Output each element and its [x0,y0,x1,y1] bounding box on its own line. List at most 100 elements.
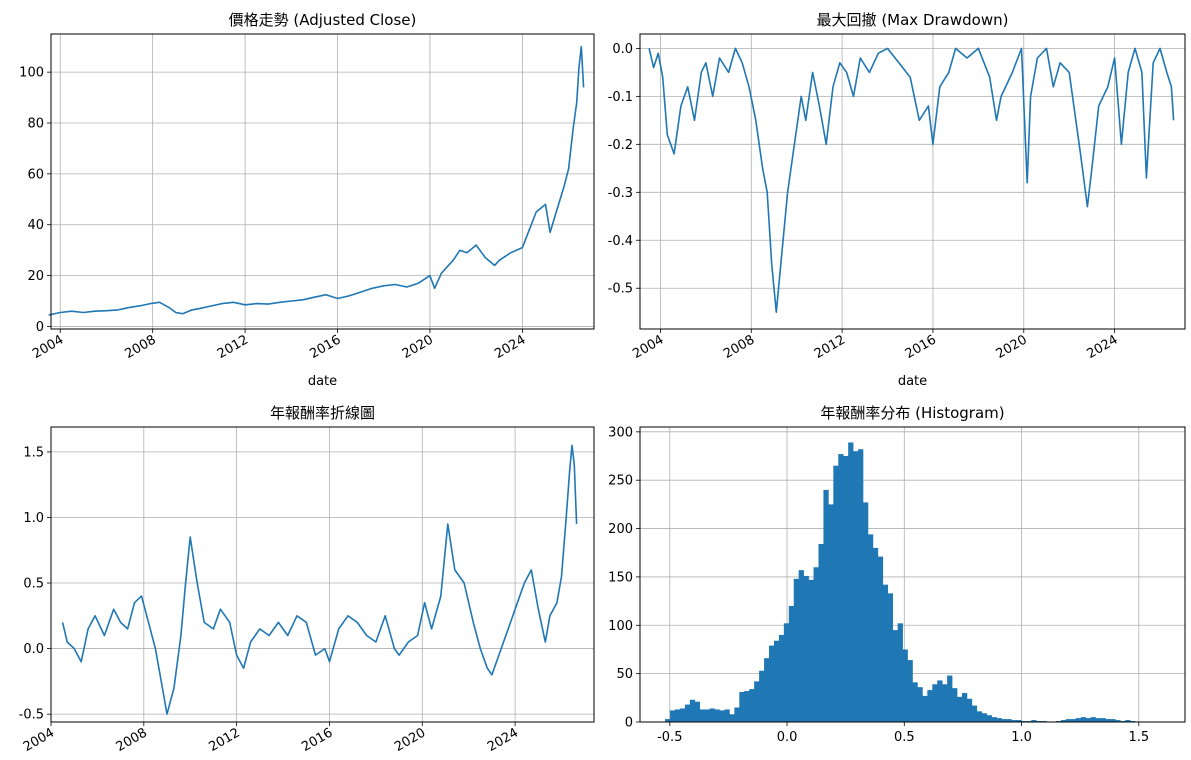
chart-title: 年報酬率分布 (Histogram) [820,404,1004,422]
y-tick-label: 0.0 [612,42,633,57]
histogram-bar [996,718,1002,722]
histogram-bar [867,534,874,722]
histogram-bar [778,634,785,722]
histogram-bar [1016,720,1022,722]
histogram-bar [665,719,671,722]
histogram-bar [838,454,844,722]
histogram-bar [902,649,908,722]
histogram-bar [1060,720,1067,722]
y-tick-label: 50 [616,667,633,682]
histogram-bar [1115,720,1121,722]
x-axis-label: date [308,374,337,389]
y-tick-label: -0.5 [19,708,44,723]
histogram-bar [1105,719,1111,722]
y-tick-label: 20 [27,269,44,284]
histogram-bar [1075,718,1082,722]
histogram-bar [863,502,869,722]
histogram-bar [858,449,864,722]
histogram-bar [803,575,809,722]
y-tick-label: 1.5 [23,445,44,460]
histogram-bar [882,584,889,722]
histogram-bar [932,684,938,722]
histogram-bar [764,658,770,722]
y-tick-label: -0.1 [608,90,633,105]
histogram-bar [734,707,740,722]
histogram-bar [1065,719,1072,722]
chart-title: 年報酬率折線圖 [270,404,375,422]
histogram-bar [971,705,978,722]
drawdown-series-line [648,47,1175,314]
histogram-bar [907,660,913,722]
histogram-bar [679,708,686,722]
x-tick-label: 0.0 [777,730,798,745]
y-tick-label: 1.0 [23,511,44,526]
y-tick-label: -0.2 [608,138,633,153]
x-axis-label: date [898,374,927,389]
y-tick-label: 0.5 [23,577,44,592]
histogram-bar [1090,717,1096,722]
chart-title: 最大回撤 (Max Drawdown) [817,11,1009,29]
y-tick-label: -0.5 [608,282,633,297]
histogram-bar [798,570,804,722]
histogram-bar [1100,718,1106,722]
axes-frame [50,426,595,723]
histogram-bar [744,691,750,722]
histogram-bar [828,504,834,722]
axes-frame [639,426,1186,723]
histogram-bar [927,690,933,722]
histogram-bar [754,681,760,722]
histogram-bar [1110,719,1116,722]
histogram-bar [877,556,884,722]
histogram-bar [981,713,988,722]
histogram-bar [843,456,849,722]
histogram-bar [1085,718,1091,722]
histogram-bar [961,692,968,722]
x-tick-label: -0.5 [657,730,682,745]
histogram-bar [704,709,710,722]
histogram-bar [1006,719,1012,722]
chart-title: 價格走勢 (Adjusted Close) [229,11,417,29]
histogram-bar [947,675,953,722]
histogram-bar [769,645,775,722]
histogram-bar [783,623,790,722]
histogram-bar [1125,720,1131,722]
histogram-bar [724,709,730,722]
histogram-bar [1070,719,1077,722]
histogram-bar [917,687,923,722]
histogram-bar [749,689,755,722]
histogram-bar [887,593,894,722]
axes-frame [639,33,1186,330]
axes-frame [50,33,595,330]
histogram-bar [912,682,918,722]
histogram-bar [694,701,701,722]
y-tick-label: 250 [608,474,633,489]
histogram-bar [818,544,824,722]
y-tick-label: 0 [625,716,633,731]
histogram-bar [729,714,735,722]
y-tick-label: 300 [608,425,633,440]
y-tick-label: 100 [608,619,633,634]
histogram-bar [892,630,898,722]
histogram-bar [699,709,705,722]
y-tick-label: 200 [608,522,633,537]
histogram-bar [957,696,963,722]
histogram-bar [966,698,973,722]
y-tick-label: -0.4 [608,234,633,249]
histogram-bar [793,578,799,722]
histogram-bar [897,623,903,722]
y-tick-label: 150 [608,570,633,585]
histogram-bar [823,489,829,722]
histogram-bar [991,717,997,722]
histogram-bar [689,699,696,722]
histogram-bar [986,715,992,722]
histogram-bar [684,704,691,722]
histogram-bar [709,708,715,722]
histogram-bar [937,680,943,722]
histogram-bar [942,684,948,722]
histogram-bar [922,695,928,722]
price-series-line [48,45,585,316]
y-tick-label: -0.3 [608,186,633,201]
histogram-bar [773,640,780,722]
y-tick-label: 80 [27,117,44,132]
